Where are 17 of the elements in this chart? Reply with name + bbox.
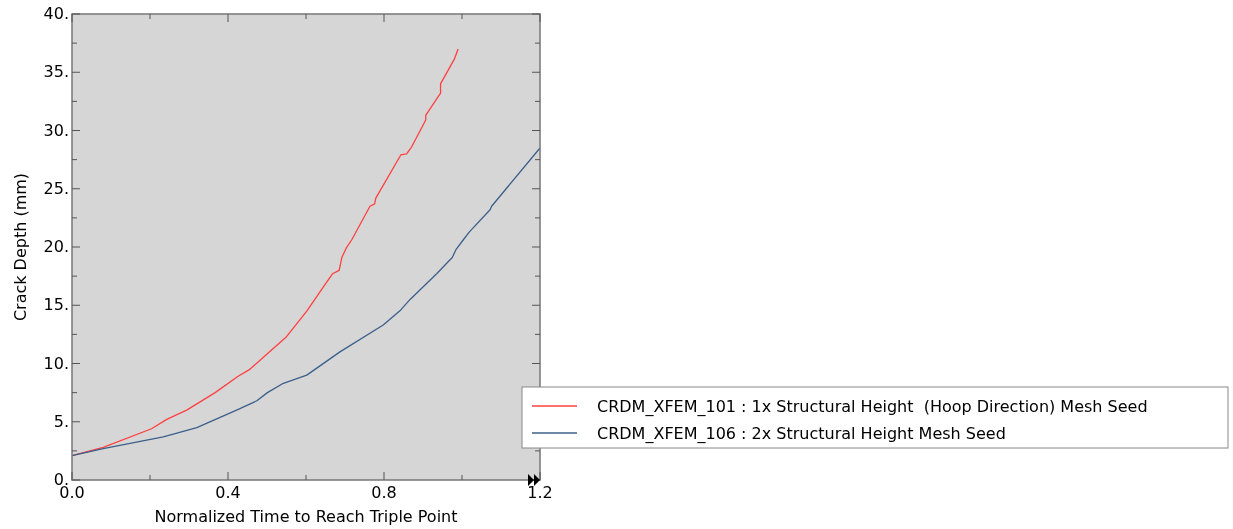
y-tick-label: 20. <box>43 237 69 256</box>
legend-label: CRDM_XFEM_106 : 2x Structural Height Mesh Seed <box>597 424 1006 444</box>
y-tick-label: 5. <box>53 411 69 431</box>
x-tick-label: 1.2 <box>527 483 553 502</box>
x-tick-label: 0.4 <box>215 483 241 502</box>
y-tick-label: 15. <box>43 295 69 315</box>
y-tick-label: 25. <box>43 178 69 198</box>
y-axis-title: Crack Depth (mm) <box>11 172 30 322</box>
y-tick-label: 40. <box>43 4 69 23</box>
y-tick-label: 10. <box>43 353 69 373</box>
line-series <box>71 147 541 457</box>
line-series <box>71 48 459 457</box>
y-tick-label: 35. <box>43 62 69 82</box>
x-tick-label: 0.8 <box>371 483 397 502</box>
legend-label: CRDM_XFEM_101 : 1x Structural Height (Hoop Direction) Mesh Seed <box>597 397 1148 417</box>
y-tick-label: 30. <box>43 120 69 140</box>
x-axis-title: Normalized Time to Reach Triple Point <box>154 507 458 526</box>
